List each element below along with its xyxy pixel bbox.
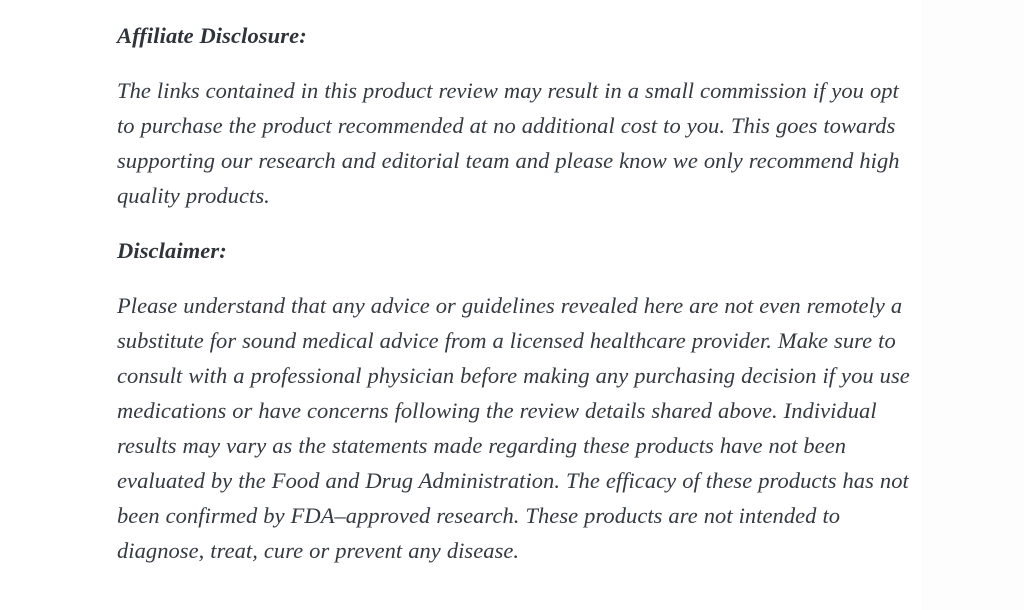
affiliate-disclosure-heading: Affiliate Disclosure: (117, 23, 307, 48)
affiliate-disclosure-paragraph: The links contained in this product revi… (117, 78, 900, 208)
spacer (117, 268, 922, 288)
disclaimer-section: Disclaimer: Please understand that any a… (117, 233, 922, 568)
content-container-outer-margin (923, 0, 1024, 610)
document-content: Affiliate Disclosure: The links containe… (117, 0, 922, 568)
disclaimer-paragraph: Please understand that any advice or gui… (117, 293, 910, 563)
spacer (117, 213, 922, 233)
disclaimer-heading: Disclaimer: (117, 238, 227, 263)
content-container-right-edge (922, 0, 923, 610)
spacer (117, 53, 922, 73)
affiliate-disclosure-section: Affiliate Disclosure: The links containe… (117, 18, 922, 213)
